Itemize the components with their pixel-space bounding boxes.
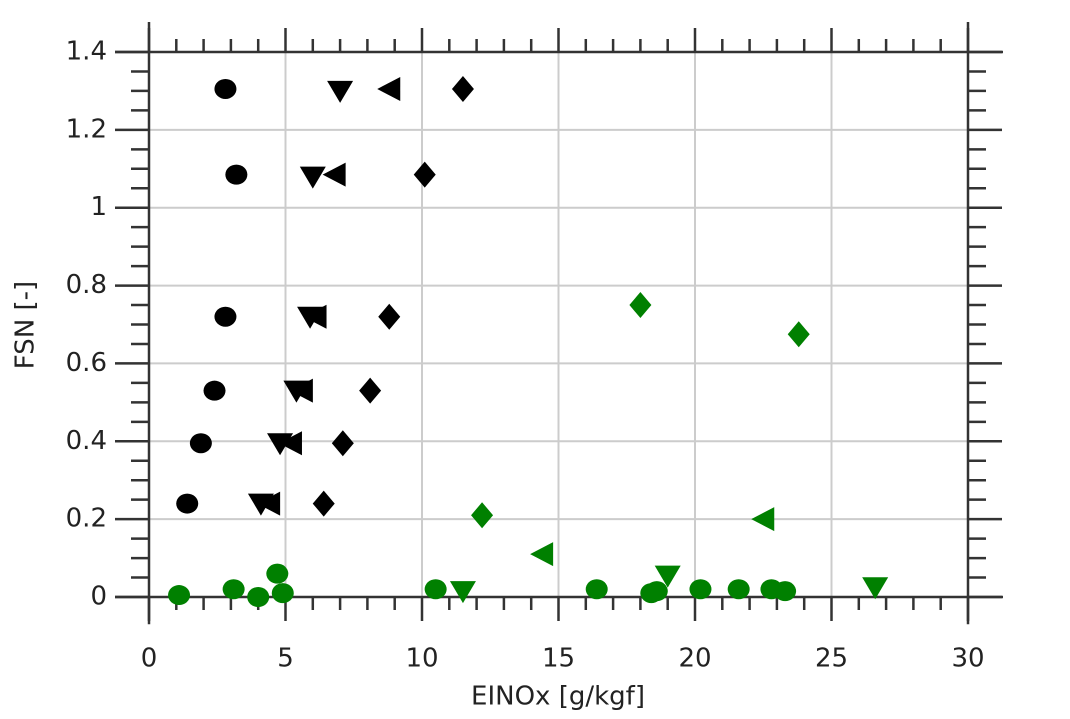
diamond-marker (359, 377, 382, 404)
diamond-marker (787, 321, 810, 348)
circle-marker (189, 433, 212, 454)
circle-marker (214, 78, 237, 99)
y-tick-label: 0.2 (66, 504, 107, 534)
y-axis-label: FSN [-] (11, 281, 41, 369)
circle-marker (203, 380, 226, 401)
x-axis-label: EINOx [g/kgf] (471, 682, 645, 712)
triangle-marker (530, 542, 554, 567)
triangle-marker (278, 431, 302, 456)
x-tick-label: 15 (542, 644, 575, 674)
y-tick-label: 0.6 (66, 348, 107, 378)
y-tick-label: 0.8 (66, 270, 107, 300)
circle-marker (222, 579, 245, 600)
triangle-marker (327, 80, 354, 103)
diamond-marker (451, 75, 474, 102)
x-tick-label: 25 (815, 644, 848, 674)
circle-marker (214, 306, 237, 327)
circle-marker (645, 581, 668, 602)
triangle-marker (257, 491, 281, 516)
y-tick-label: 1 (90, 192, 107, 222)
circle-marker (727, 579, 750, 600)
y-tick-label: 1.2 (66, 114, 107, 144)
diamond-marker (413, 161, 436, 188)
y-tick-label: 1.4 (66, 37, 107, 67)
circle-marker (271, 583, 294, 604)
y-tick-label: 0.4 (66, 426, 107, 456)
circle-marker (168, 585, 191, 606)
circle-marker (266, 563, 289, 584)
triangle-marker (377, 76, 401, 101)
x-tick-label: 30 (951, 644, 984, 674)
circle-marker (176, 493, 199, 514)
circle-marker (774, 581, 797, 602)
triangle-marker (449, 581, 476, 604)
x-tick-label: 5 (277, 644, 294, 674)
triangle-marker (303, 304, 327, 329)
x-tick-label: 20 (678, 644, 711, 674)
x-tick-label: 10 (405, 644, 438, 674)
diamond-marker (471, 502, 494, 529)
circle-marker (424, 579, 447, 600)
circle-marker (689, 579, 712, 600)
circle-marker (225, 164, 248, 185)
triangle-marker (862, 577, 889, 600)
diamond-marker (331, 430, 354, 457)
x-tick-label: 0 (141, 644, 158, 674)
triangle-marker (654, 565, 681, 588)
triangle-marker (267, 433, 294, 456)
triangle-marker (289, 378, 313, 403)
triangle-marker (751, 507, 775, 532)
diamond-marker (312, 490, 335, 517)
y-tick-label: 0 (90, 582, 107, 612)
triangle-marker (322, 162, 346, 187)
triangle-marker (299, 166, 326, 189)
circle-marker (585, 579, 608, 600)
diamond-marker (378, 303, 401, 330)
circle-marker (247, 587, 270, 607)
diamond-marker (629, 292, 652, 319)
